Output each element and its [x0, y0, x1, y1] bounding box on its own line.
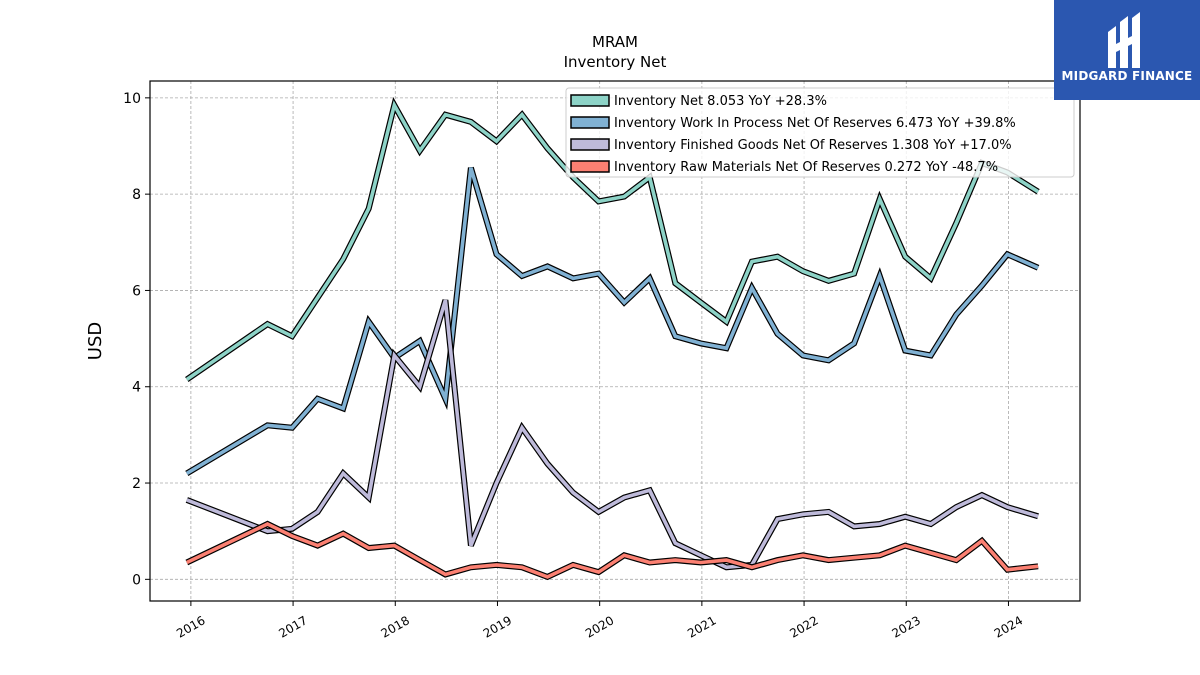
midgard-logo-icon — [1108, 12, 1140, 68]
y-axis-label: USD — [85, 322, 106, 360]
y-tick-label: 8 — [132, 187, 141, 203]
legend-swatch-0 — [570, 94, 610, 107]
legend-swatch-2 — [570, 138, 610, 151]
series-line-2 — [186, 299, 1039, 570]
series-outline-1 — [185, 166, 1040, 476]
y-tick-label: 0 — [132, 572, 141, 588]
series-line-3 — [186, 522, 1039, 579]
series-line-0 — [185, 100, 1040, 381]
chart-subtitle: Inventory Net — [564, 53, 667, 71]
x-tick-label: 2020 — [583, 613, 616, 640]
x-tick-label: 2019 — [481, 613, 514, 640]
chart-title: MRAM — [592, 33, 638, 51]
x-tick-label: 2023 — [890, 613, 923, 640]
legend-swatch-1 — [570, 116, 610, 129]
legend-label-1: Inventory Work In Process Net Of Reserve… — [614, 116, 1016, 131]
y-tick-label: 6 — [132, 283, 141, 299]
y-tick-label: 2 — [132, 476, 141, 492]
x-tick-label: 2018 — [379, 613, 412, 640]
legend-label-0: Inventory Net 8.053 YoY +28.3% — [614, 94, 827, 109]
brand-name: MIDGARD FINANCE — [1061, 69, 1193, 83]
x-tick-label: 2021 — [685, 613, 718, 640]
x-tick-label: 2016 — [174, 613, 207, 640]
x-tick-label: 2022 — [787, 613, 820, 640]
legend-box — [565, 87, 1075, 178]
legend-label-3: Inventory Raw Materials Net Of Reserves … — [614, 160, 998, 175]
y-tick-label: 4 — [132, 380, 141, 396]
legend-label-2: Inventory Finished Goods Net Of Reserves… — [614, 138, 1012, 153]
x-tick-label: 2024 — [992, 613, 1025, 640]
x-tick-label: 2017 — [276, 613, 309, 640]
brand-logo: MIDGARD FINANCE — [1054, 0, 1200, 100]
y-tick-label: 10 — [123, 91, 141, 107]
series-line-1 — [185, 167, 1039, 475]
series-outline-2 — [185, 299, 1039, 571]
series-outline-3 — [185, 520, 1039, 581]
plot-frame — [149, 80, 1081, 602]
legend-swatch-3 — [570, 160, 610, 173]
